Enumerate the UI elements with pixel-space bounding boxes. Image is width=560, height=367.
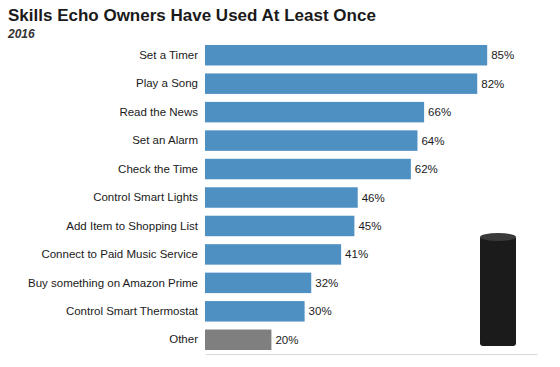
data-label: 82%	[481, 78, 504, 90]
data-label: 85%	[491, 49, 514, 61]
y-tick-label: Buy something on Amazon Prime	[28, 277, 198, 289]
data-label: 46%	[362, 192, 385, 204]
y-tick: Connect to Paid Music Service	[41, 248, 205, 260]
bar	[205, 273, 311, 293]
data-label: 62%	[415, 163, 438, 175]
y-tick: Control Smart Lights	[93, 191, 205, 203]
bar	[205, 244, 341, 264]
x-axis-line	[206, 354, 538, 355]
y-tick: Buy something on Amazon Prime	[28, 277, 205, 289]
data-labels: 85% 82% 66% 64% 62% 46% 45% 41% 32% 30% 20%	[275, 49, 514, 346]
bar	[205, 130, 417, 150]
chart: Skills Echo Owners Have Used At Least On…	[0, 0, 560, 367]
y-tick: Control Smart Thermostat	[66, 305, 205, 317]
x-axis	[206, 354, 538, 355]
data-label: 64%	[421, 135, 444, 147]
y-tick-label: Set a Timer	[139, 49, 198, 61]
y-tick: Play a Song	[136, 77, 205, 89]
speaker-illustration	[480, 233, 516, 346]
data-label: 41%	[345, 248, 368, 260]
y-tick: Set a Timer	[139, 49, 205, 61]
bar	[205, 45, 487, 65]
y-tick: Add Item to Shopping List	[66, 220, 205, 232]
bar	[205, 159, 411, 179]
y-axis: Set a Timer Play a Song Read the News Set a…	[28, 42, 206, 355]
speaker-top	[480, 233, 516, 241]
y-tick-label: Control Smart Thermostat	[66, 305, 199, 317]
bar	[205, 73, 477, 93]
y-tick-label: Add Item to Shopping List	[66, 220, 198, 232]
y-tick: Set an Alarm	[132, 134, 205, 146]
y-tick-label: Connect to Paid Music Service	[41, 248, 198, 260]
data-label: 20%	[275, 334, 298, 346]
y-tick: Check the Time	[118, 163, 205, 175]
bar	[205, 187, 358, 207]
bar	[205, 330, 271, 350]
data-label: 45%	[358, 220, 381, 232]
title: Skills Echo Owners Have Used At Least On…	[8, 6, 376, 25]
subtitle: 2016	[7, 27, 35, 41]
speaker-body	[480, 236, 516, 346]
bars	[205, 45, 487, 350]
y-tick-label: Set an Alarm	[132, 134, 198, 146]
bar	[205, 102, 424, 122]
y-tick-label: Other	[169, 333, 198, 345]
y-tick: Read the News	[119, 106, 205, 118]
data-label: 66%	[428, 106, 451, 118]
y-tick-label: Read the News	[119, 106, 198, 118]
bar	[205, 216, 354, 236]
data-label: 32%	[315, 277, 338, 289]
y-tick-label: Play a Song	[136, 77, 198, 89]
y-tick: Other	[169, 333, 205, 345]
data-label: 30%	[309, 305, 332, 317]
bar	[205, 301, 305, 321]
y-tick-label: Check the Time	[118, 163, 198, 175]
y-tick-label: Control Smart Lights	[93, 191, 198, 203]
